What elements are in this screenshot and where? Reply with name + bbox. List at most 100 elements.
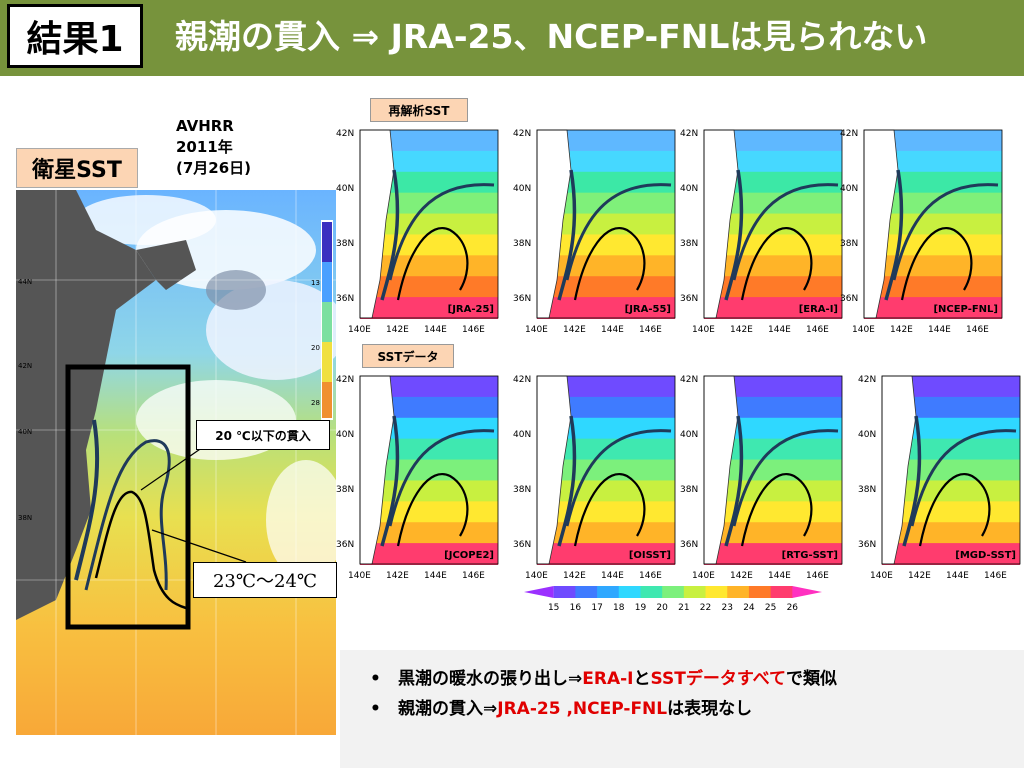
colorbar-swatch <box>770 586 793 598</box>
lon-tick-label: 142E <box>908 571 931 581</box>
lat-tick-label: 42N <box>513 129 531 139</box>
lon-tick-label: 142E <box>563 325 586 335</box>
lon-tick-label: 140E <box>692 325 715 335</box>
sat-scale-tick: 28 <box>311 399 320 407</box>
summary-notes: • 黒潮の暖水の張り出し⇒ERA-IとSSTデータすべてで類似 • 親潮の貫入⇒JR… <box>340 650 1024 768</box>
lon-tick-label: 146E <box>639 571 662 581</box>
sst-colorbar: 15 16 17 18 19 20 21 22 23 24 25 26 <box>524 586 822 613</box>
lon-tick-label: 142E <box>386 325 409 335</box>
panel-name-label: [JRA-25] <box>448 304 494 315</box>
lat-tick-label: 40N <box>513 184 531 194</box>
lat-tick-label: 42N <box>858 375 876 385</box>
lon-tick-label: 142E <box>386 571 409 581</box>
note-oyashio: • 親潮の貫入⇒JRA-25 ,NCEP-FNLは表現なし <box>370 699 753 719</box>
colorbar-tick-label: 19 <box>635 603 647 613</box>
lon-tick-label: 144E <box>928 325 951 335</box>
lon-tick-label: 146E <box>806 571 829 581</box>
sst-map-panel: 42N 40N 38N 36N 140E 142E 144E 146E [MGD-SST] <box>858 375 1021 581</box>
lon-tick-label: 144E <box>768 571 791 581</box>
lon-tick-label: 144E <box>946 571 969 581</box>
lon-tick-label: 142E <box>730 571 753 581</box>
sst-map-panel: 42N 40N 38N 36N 140E 142E 144E 146E [JRA-55] <box>513 129 676 335</box>
panel-name-label: [RTG-SST] <box>782 550 838 561</box>
lon-tick-label: 144E <box>424 325 447 335</box>
sst-map-panel: 42N 40N 38N 36N 140E 142E 144E 146E [ERA-I] <box>680 129 843 335</box>
lon-tick-label: 146E <box>462 325 485 335</box>
lon-tick-label: 142E <box>890 325 913 335</box>
lon-tick-label: 146E <box>984 571 1007 581</box>
colorbar-tick-label: 25 <box>765 603 776 613</box>
lat-tick-label: 36N <box>513 540 531 550</box>
colorbar-swatch <box>597 586 620 598</box>
lat-tick-label: 36N <box>680 294 698 304</box>
lat-tick-label: 38N <box>513 239 531 249</box>
lat-tick-label: 36N <box>858 540 876 550</box>
satellite-sst-map: 44N 42N 40N 38N 13 20 28 <box>16 190 336 735</box>
colorbar-tick-label: 21 <box>678 603 689 613</box>
colorbar-tick-label: 20 <box>656 603 668 613</box>
sat-scale-tick: 13 <box>311 279 320 287</box>
lat-tick-label: 40N <box>680 430 698 440</box>
source-year: 2011年 <box>176 138 233 156</box>
source-name: AVHRR <box>176 117 234 135</box>
colorbar-swatch <box>640 586 663 598</box>
sst-map-panel: 42N 40N 38N 36N 140E 142E 144E 146E [OISST] <box>513 375 676 581</box>
lat-tick-label: 38N <box>680 485 698 495</box>
lat-tick-label: 40N <box>336 184 354 194</box>
lat-tick-label: 42N <box>513 375 531 385</box>
colorbar-tick-label: 22 <box>700 603 711 613</box>
lat-tick-label: 40N <box>513 430 531 440</box>
lon-tick-label: 140E <box>692 571 715 581</box>
note-kuroshio: • 黒潮の暖水の張り出し⇒ERA-IとSSTデータすべてで類似 <box>370 669 837 689</box>
lon-tick-label: 140E <box>870 571 893 581</box>
lat-tick-label: 38N <box>840 239 858 249</box>
panel-name-label: [OISST] <box>629 550 671 561</box>
colorbar-tick-label: 17 <box>591 603 602 613</box>
sst-map-panel: 42N 40N 38N 36N 140E 142E 144E 146E [JRA-25] <box>336 129 499 335</box>
lat-tick-label: 38N <box>513 485 531 495</box>
lat-tick-label: 40N <box>336 430 354 440</box>
colorbar-swatch <box>662 586 685 598</box>
colorbar-swatch <box>727 586 750 598</box>
lat-tick-label: 38N <box>858 485 876 495</box>
lon-tick-label: 140E <box>348 571 371 581</box>
lon-tick-label: 140E <box>525 325 548 335</box>
bullet-icon: • <box>370 699 381 719</box>
lon-tick-label: 140E <box>852 325 875 335</box>
satellite-source: AVHRR 2011年 (7月26日) <box>176 116 251 179</box>
sat-lat-tick: 40N <box>18 428 32 436</box>
sst-data-tag: SSTデータ <box>362 344 454 368</box>
lat-tick-label: 40N <box>858 430 876 440</box>
lat-tick-label: 38N <box>680 239 698 249</box>
lat-tick-label: 36N <box>840 294 858 304</box>
lon-tick-label: 146E <box>639 325 662 335</box>
slide-title: 親潮の貫入 ⇒ JRA-25、NCEP-FNLは見られない <box>175 17 928 56</box>
colorbar-tick-label: 24 <box>743 603 755 613</box>
source-date: (7月26日) <box>176 159 252 177</box>
colorbar-swatch <box>553 586 576 598</box>
colorbar-tick-label: 26 <box>787 603 799 613</box>
sat-scale-tick: 20 <box>311 344 320 352</box>
lat-tick-label: 42N <box>336 375 354 385</box>
colorbar-swatch <box>705 586 728 598</box>
lon-tick-label: 144E <box>424 571 447 581</box>
lat-tick-label: 38N <box>336 239 354 249</box>
colorbar-swatch <box>683 586 707 598</box>
panel-name-label: [NCEP-FNL] <box>933 304 998 315</box>
colorbar-swatch <box>618 586 641 598</box>
panel-name-label: [ERA-I] <box>799 304 838 315</box>
lon-tick-label: 140E <box>348 325 371 335</box>
analysis-region-box <box>65 364 191 630</box>
lat-tick-label: 42N <box>680 129 698 139</box>
colorbar-tick-label: 18 <box>613 603 625 613</box>
panel-name-label: [JCOPE2] <box>444 550 494 561</box>
lon-tick-label: 142E <box>563 571 586 581</box>
sst-map-panel: 42N 40N 38N 36N 140E 142E 144E 146E [NCEP-FNL] <box>840 129 1003 335</box>
lon-tick-label: 144E <box>768 325 791 335</box>
panel-name-label: [MGD-SST] <box>955 550 1016 561</box>
colorbar-swatch <box>792 586 822 598</box>
sst-map-panel: 42N 40N 38N 36N 140E 142E 144E 146E [JCOPE2] <box>336 375 499 581</box>
colorbar-swatch <box>575 586 598 598</box>
lat-tick-label: 38N <box>336 485 354 495</box>
lat-tick-label: 36N <box>680 540 698 550</box>
